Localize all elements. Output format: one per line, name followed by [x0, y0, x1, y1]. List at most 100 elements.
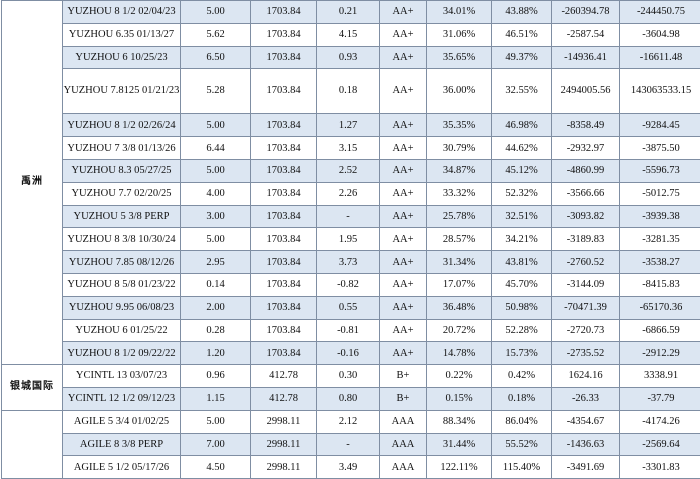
- cell-col7: 45.70%: [491, 272, 552, 297]
- cell-col2: 1.15: [180, 386, 251, 411]
- cell-col4: 3.73: [316, 250, 380, 274]
- cell-col4: 2.12: [316, 409, 380, 434]
- cell-col2: 3.00: [180, 204, 251, 229]
- cell-col2: 1.20: [180, 341, 251, 366]
- rating: AA+: [379, 158, 427, 183]
- table-row: YUZHOU 7 3/8 01/13/26 6.44 1703.84 3.15 AA+ 3…: [2, 136, 700, 160]
- cell-col7: 46.98%: [491, 113, 552, 138]
- cell-col2: 5.62: [180, 22, 251, 47]
- cell-col4: 1.27: [316, 113, 380, 138]
- cell-col7: 15.73%: [491, 341, 552, 366]
- cell-col4: 2.52: [316, 158, 380, 183]
- cell-col8: -4354.67: [551, 409, 620, 434]
- cell-col4: 3.15: [316, 136, 380, 160]
- cell-col8: -3566.66: [551, 181, 620, 206]
- cell-col8: -8358.49: [551, 113, 620, 138]
- cell-col3: 2998.11: [250, 455, 317, 479]
- cell-col7: 34.21%: [491, 227, 552, 252]
- bond-name: YCINTL 13 03/07/23: [62, 364, 181, 388]
- cell-col3: 2998.11: [250, 432, 317, 457]
- cell-col2: 5.00: [180, 113, 251, 138]
- cell-col8: -2760.52: [551, 250, 620, 274]
- cell-col3: 1703.84: [250, 250, 317, 274]
- cell-col9: -6866.59: [619, 318, 700, 343]
- bond-name: YUZHOU 8 1/2 02/26/24: [62, 113, 181, 138]
- cell-col4: -0.82: [316, 272, 380, 297]
- bond-name: YUZHOU 8 5/8 01/23/22: [62, 272, 181, 297]
- rating: AA+: [379, 113, 427, 138]
- cell-col7: 50.98%: [491, 295, 552, 320]
- cell-col9: -3604.98: [619, 22, 700, 47]
- table-row: YUZHOU 8 5/8 01/23/22 0.14 1703.84 -0.82 AA+…: [2, 272, 700, 297]
- rating: AAA: [379, 455, 427, 479]
- cell-col3: 412.78: [250, 386, 317, 411]
- cell-col2: 7.00: [180, 432, 251, 457]
- cell-col9: -8415.83: [619, 272, 700, 297]
- issuer-group-label: 禹洲: [1, 0, 63, 366]
- bond-name: YUZHOU 7.7 02/20/25: [62, 181, 181, 206]
- cell-col3: 1703.84: [250, 113, 317, 138]
- cell-col3: 1703.84: [250, 68, 317, 115]
- rating: AA+: [379, 68, 427, 115]
- cell-col4: 3.49: [316, 455, 380, 479]
- table-row: 银城国际 YCINTL 13 03/07/23 0.96 412.78 0.30 B+ 0.…: [1, 364, 700, 411]
- cell-col9: -2569.64: [619, 432, 700, 457]
- cell-col2: 5.00: [180, 158, 251, 183]
- cell-col4: 0.30: [316, 364, 380, 388]
- rating: AA+: [379, 181, 427, 206]
- table-row: YCINTL 12 1/2 09/12/23 1.15 412.78 0.80 B+ 0.…: [2, 386, 700, 411]
- cell-col8: -26.33: [551, 386, 620, 411]
- cell-col7: 46.51%: [491, 22, 552, 47]
- cell-col4: 1.95: [316, 227, 380, 252]
- bond-name: YUZHOU 8.3 05/27/25: [62, 158, 181, 183]
- bond-name: YUZHOU 8 1/2 09/22/22: [62, 341, 181, 366]
- cell-col3: 1703.84: [250, 318, 317, 343]
- cell-col7: 32.51%: [491, 204, 552, 229]
- bond-name: YUZHOU 8 1/2 02/04/23: [62, 0, 181, 24]
- bond-name: YUZHOU 7.8125 01/21/23: [62, 68, 181, 115]
- cell-col4: 0.93: [316, 45, 380, 70]
- cell-col6: 36.48%: [426, 295, 492, 320]
- cell-col8: 1624.16: [551, 364, 620, 388]
- issuer-group-label: 银城国际: [1, 364, 63, 411]
- cell-col6: 88.34%: [426, 409, 492, 434]
- cell-col8: -2720.73: [551, 318, 620, 343]
- cell-col7: 55.52%: [491, 432, 552, 457]
- cell-col7: 32.55%: [491, 68, 552, 115]
- cell-col8: -1436.63: [551, 432, 620, 457]
- cell-col7: 43.88%: [491, 0, 552, 24]
- rating: AA+: [379, 0, 427, 24]
- table-row: AGILE 8 3/8 PERP 7.00 2998.11- AAA 31.44% 55.…: [2, 432, 700, 457]
- cell-col6: 14.78%: [426, 341, 492, 366]
- cell-col3: 1703.84: [250, 136, 317, 160]
- cell-col6: 122.11%: [426, 455, 492, 479]
- cell-col6: 33.32%: [426, 181, 492, 206]
- cell-col3: 1703.84: [250, 22, 317, 47]
- bond-name: YUZHOU 7.85 08/12/26: [62, 250, 181, 274]
- bond-name: AGILE 5 3/4 01/02/25: [62, 409, 181, 434]
- cell-col8: -2587.54: [551, 22, 620, 47]
- bond-name: YUZHOU 6.35 01/13/27: [62, 22, 181, 47]
- cell-col6: 35.65%: [426, 45, 492, 70]
- cell-col9: -16611.48: [619, 45, 700, 70]
- table-row: YUZHOU 8 1/2 02/26/24 5.00 1703.84 1.27 AA+ 3…: [2, 113, 700, 138]
- cell-col9: -5596.73: [619, 158, 700, 183]
- table-row: YUZHOU 8 1/2 09/22/22 1.20 1703.84 -0.16 AA+…: [2, 341, 700, 366]
- cell-col6: 17.07%: [426, 272, 492, 297]
- cell-col8: -3093.82: [551, 204, 620, 229]
- table-row: YUZHOU 5 3/8 PERP 3.00 1703.84- AA+ 25.78% 32…: [2, 204, 700, 229]
- cell-col4: 0.18: [316, 68, 380, 115]
- cell-col9: -3301.83: [619, 455, 700, 479]
- cell-col3: 1703.84: [250, 272, 317, 297]
- cell-col3: 1703.84: [250, 295, 317, 320]
- cell-col6: 25.78%: [426, 204, 492, 229]
- table-row: YUZHOU 6.35 01/13/27 5.62 1703.84 4.15 AA+ 31…: [2, 22, 700, 47]
- table-row: YUZHOU 9.95 06/08/23 2.00 1703.84 0.55 AA+ 36…: [2, 295, 700, 320]
- cell-col7: 0.18%: [491, 386, 552, 411]
- rating: AA+: [379, 227, 427, 252]
- cell-col4: -0.16: [316, 341, 380, 366]
- cell-col6: 20.72%: [426, 318, 492, 343]
- cell-col4: 2.26: [316, 181, 380, 206]
- cell-col7: 86.04%: [491, 409, 552, 434]
